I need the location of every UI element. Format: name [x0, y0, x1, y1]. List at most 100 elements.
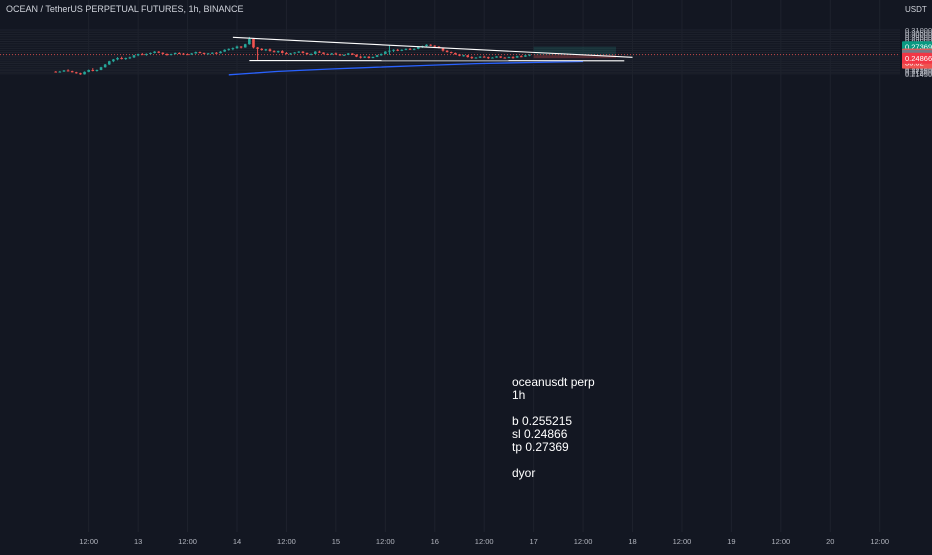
candle-body — [524, 55, 527, 56]
candle-body — [133, 55, 136, 57]
annotation-line: dyor — [512, 467, 595, 480]
candle-body — [236, 47, 239, 49]
candle-body — [355, 55, 358, 57]
candle-body — [335, 53, 338, 54]
candle — [79, 73, 82, 75]
time-tick-label: 15 — [332, 537, 340, 546]
grid — [0, 0, 929, 532]
candle-body — [401, 50, 404, 51]
candle-body — [100, 67, 103, 70]
candle — [380, 53, 383, 55]
take-profit-zone — [534, 47, 616, 55]
candle-body — [289, 53, 292, 54]
candle — [54, 71, 57, 72]
candle-body — [219, 52, 222, 54]
candle-body — [223, 50, 226, 52]
candle-body — [215, 53, 218, 54]
candle — [302, 51, 305, 53]
candle-body — [330, 53, 333, 54]
candle — [495, 56, 498, 58]
candle-body — [199, 52, 202, 53]
candle — [376, 55, 379, 57]
time-tick-label: 12:00 — [376, 537, 395, 546]
candle-body — [322, 53, 325, 54]
candle-body — [504, 58, 507, 59]
candle — [508, 57, 511, 58]
candle-body — [281, 51, 284, 53]
candle-body — [392, 50, 395, 51]
time-tick-label: 19 — [727, 537, 735, 546]
candle-body — [92, 70, 95, 71]
candle — [475, 57, 478, 58]
candle-body — [137, 54, 140, 55]
candle-body — [293, 53, 296, 54]
candle-body — [162, 53, 165, 54]
candle-body — [471, 57, 474, 58]
price-axis-bg — [900, 0, 932, 550]
candle-body — [413, 49, 416, 50]
candle — [199, 52, 202, 54]
candle-body — [368, 57, 371, 58]
candle-body — [207, 53, 210, 54]
candle — [83, 71, 86, 74]
candle-body — [96, 70, 99, 71]
candle-body — [396, 50, 399, 51]
candle-body — [120, 58, 123, 59]
candle-body — [495, 56, 498, 57]
time-tick-label: 12:00 — [574, 537, 593, 546]
candle-body — [516, 56, 519, 57]
candle — [384, 51, 387, 54]
candle — [190, 53, 193, 55]
candle-body — [285, 53, 288, 54]
time-tick-label: 12:00 — [870, 537, 889, 546]
candle-body — [166, 54, 169, 55]
candle — [487, 57, 490, 59]
candle-body — [244, 44, 247, 47]
time-tick-label: 12:00 — [771, 537, 790, 546]
candle — [186, 53, 189, 55]
price-tick-label: 0.21450 — [905, 70, 932, 79]
candle — [372, 57, 375, 59]
candle-body — [359, 57, 362, 58]
candle-body — [104, 64, 107, 67]
candle-body — [388, 51, 391, 52]
candle-body — [466, 55, 469, 57]
candle-body — [450, 52, 453, 53]
candle — [223, 49, 226, 52]
candle — [347, 53, 350, 55]
candle — [504, 57, 507, 58]
candle-body — [512, 57, 515, 58]
candle-body — [433, 46, 436, 47]
annotation-text[interactable]: oceanusdt perp 1h b 0.255215 sl 0.24866 … — [512, 376, 595, 480]
time-tick-label: 13 — [134, 537, 142, 546]
candle-body — [54, 72, 57, 73]
candle-body — [265, 49, 268, 50]
time-tick-label: 12:00 — [178, 537, 197, 546]
candle-body — [260, 49, 263, 50]
candle-body — [277, 51, 280, 52]
price-axis[interactable]: USDT0.310000.305000.300000.295000.290000… — [900, 0, 932, 550]
candle-body — [174, 53, 177, 54]
candle-body — [487, 57, 490, 58]
candle-body — [310, 54, 313, 55]
candle — [182, 53, 185, 55]
time-tick-label: 12:00 — [79, 537, 98, 546]
candle-body — [528, 55, 531, 56]
candle-body — [190, 53, 193, 54]
time-tick-label: 14 — [233, 537, 241, 546]
candle-body — [248, 39, 251, 44]
candle-body — [499, 56, 502, 57]
candle-body — [417, 47, 420, 49]
candle-body — [306, 53, 309, 54]
candle-body — [269, 49, 272, 51]
candle-body — [314, 52, 317, 54]
candle — [232, 47, 235, 50]
candle — [100, 67, 103, 70]
candle — [491, 57, 494, 58]
candle — [96, 70, 99, 72]
candle-body — [520, 56, 523, 57]
candle-body — [240, 47, 243, 48]
